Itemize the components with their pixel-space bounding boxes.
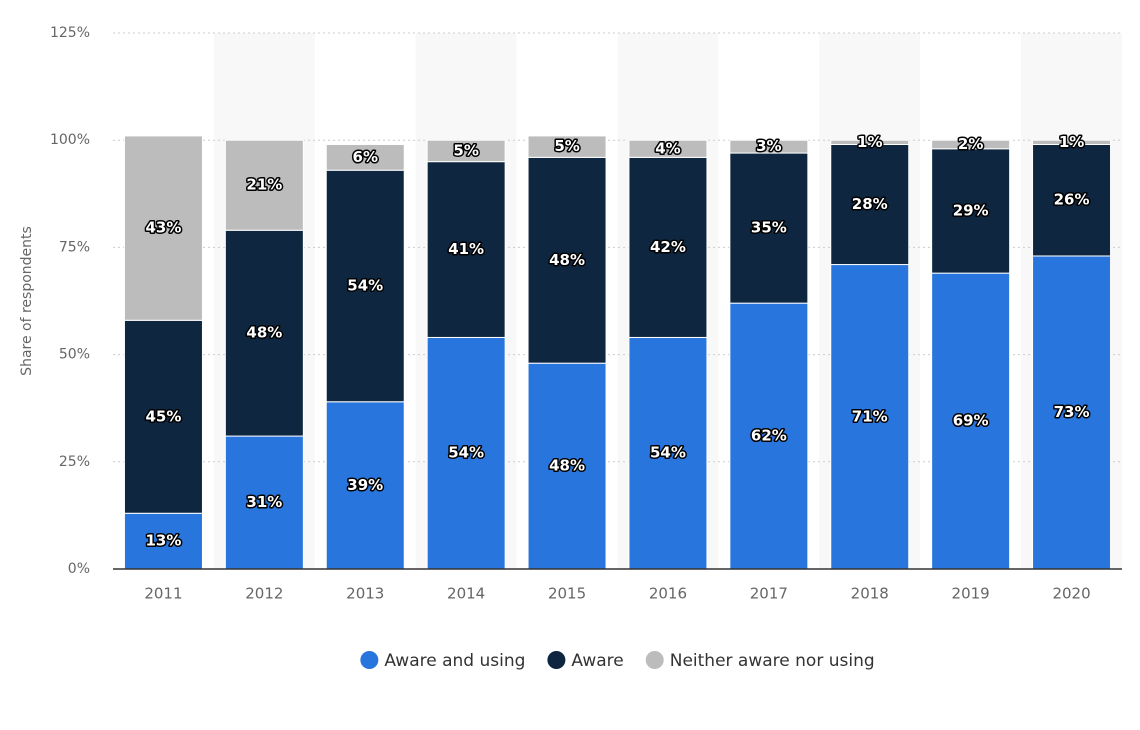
bar-segment — [931, 148, 1011, 274]
bar-segment — [527, 135, 607, 158]
value-label: 73% — [1054, 403, 1090, 421]
value-label: 48% — [549, 251, 585, 269]
value-label: 5% — [453, 141, 478, 159]
value-label: 45% — [145, 407, 181, 425]
bar-segment — [830, 264, 910, 570]
value-label: 39% — [347, 476, 383, 494]
bar-segment — [628, 336, 708, 570]
x-tick-label: 2016 — [649, 585, 687, 603]
bar-segment — [729, 152, 809, 304]
bar-segment — [527, 156, 607, 364]
value-label: 62% — [751, 427, 787, 445]
y-tick-label: 50% — [59, 347, 90, 363]
x-tick-label: 2013 — [346, 585, 384, 603]
value-label: 54% — [448, 444, 484, 462]
bar-segment — [426, 161, 506, 338]
bar-segment — [325, 143, 405, 171]
value-label: 41% — [448, 240, 484, 258]
value-label: 13% — [145, 532, 181, 550]
bar-segment — [1032, 143, 1112, 257]
value-label: 71% — [852, 407, 888, 425]
bar-segment — [1032, 139, 1112, 145]
x-tick-label: 2020 — [1052, 585, 1090, 603]
bar-segment — [123, 512, 203, 570]
value-label: 48% — [246, 324, 282, 342]
value-label: 28% — [852, 195, 888, 213]
value-label: 31% — [246, 493, 282, 511]
x-tick-label: 2019 — [952, 585, 990, 603]
legend-marker — [360, 651, 379, 669]
value-label: 69% — [953, 412, 989, 430]
bar-segment — [123, 319, 203, 514]
x-tick-label: 2015 — [548, 585, 586, 603]
legend-label: Aware and using — [384, 651, 525, 671]
bar-segment — [931, 272, 1011, 570]
legend-label: Aware — [571, 651, 623, 671]
value-label: 26% — [1054, 191, 1090, 209]
bar-segment — [224, 139, 304, 231]
value-label: 2% — [958, 135, 983, 153]
value-label: 43% — [145, 219, 181, 237]
value-label: 1% — [1059, 133, 1084, 151]
value-label: 1% — [857, 133, 882, 151]
value-label: 54% — [650, 444, 686, 462]
bar-segment — [628, 156, 708, 338]
value-label: 3% — [756, 137, 781, 155]
bar-segment — [426, 139, 506, 163]
value-label: 54% — [347, 276, 383, 294]
value-label: 4% — [655, 139, 680, 157]
y-tick-label: 125% — [50, 25, 90, 41]
value-label: 29% — [953, 201, 989, 219]
bar-segment — [830, 139, 910, 145]
x-tick-label: 2014 — [447, 585, 485, 603]
x-tick-label: 2012 — [245, 585, 283, 603]
bar-segment — [325, 169, 405, 403]
x-tick-label: 2011 — [144, 585, 182, 603]
value-label: 35% — [751, 219, 787, 237]
value-label: 48% — [549, 457, 585, 475]
y-axis-title: Share of respondents — [19, 226, 35, 376]
y-tick-label: 100% — [50, 132, 90, 148]
bar-segment — [628, 139, 708, 158]
y-tick-label: 75% — [59, 239, 90, 255]
bar-segment — [1032, 255, 1112, 570]
bar-segment — [123, 135, 203, 321]
bar-segment — [931, 139, 1011, 150]
value-label: 42% — [650, 238, 686, 256]
bar-segment — [830, 143, 910, 266]
legend-marker — [547, 651, 566, 669]
legend-marker — [645, 651, 664, 669]
x-tick-label: 2018 — [851, 585, 889, 603]
value-label: 5% — [554, 137, 579, 155]
value-label: 6% — [353, 148, 378, 166]
legend-label: Neither aware nor using — [670, 651, 875, 671]
value-label: 21% — [246, 176, 282, 194]
bar-segment — [426, 336, 506, 570]
x-tick-label: 2017 — [750, 585, 788, 603]
bar-segment — [729, 139, 809, 154]
y-tick-label: 25% — [59, 454, 90, 470]
y-tick-label: 0% — [68, 561, 90, 577]
